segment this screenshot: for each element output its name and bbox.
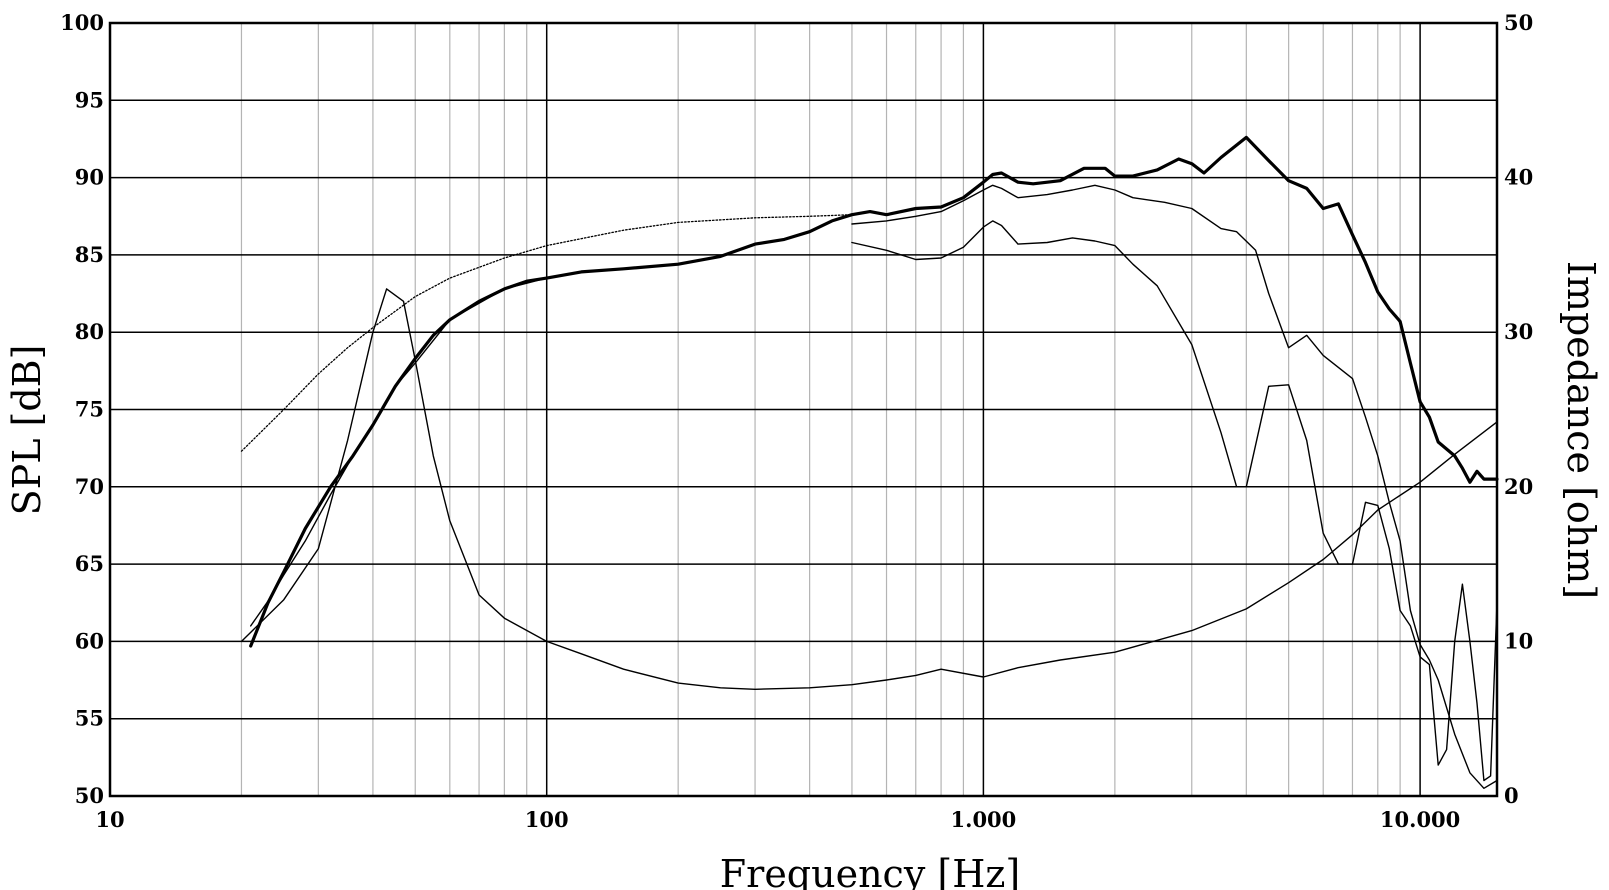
tick-labels: 10 100 1.000 10.000 50 55 60 65 70 75 80 85 90 95 100 0…: [60, 10, 1533, 832]
series-line-5: [240, 214, 853, 452]
y-tick-label: 55: [75, 706, 104, 731]
x-tick-label: 100: [525, 807, 569, 832]
y2-tick-label: 10: [1504, 628, 1533, 653]
y-tick-label: 75: [75, 397, 104, 422]
grid: [109, 22, 1497, 797]
y2-tick-label: 30: [1504, 319, 1533, 344]
y-tick-label: 70: [75, 474, 104, 499]
x-tick-label: 10.000: [1380, 807, 1460, 832]
x-tick-label: 1.000: [951, 807, 1017, 832]
y-tick-label: 60: [75, 628, 104, 653]
x-tick-label: 10: [95, 807, 124, 832]
y-tick-label: 80: [75, 319, 104, 344]
y-tick-label: 100: [60, 10, 104, 35]
y-tick-label: 50: [75, 783, 104, 808]
y-tick-label: 95: [75, 87, 104, 112]
y2-tick-label: 20: [1504, 474, 1533, 499]
series-line-4: [851, 220, 1498, 782]
series-group: [240, 135, 1499, 789]
series-line-6: [240, 288, 1498, 690]
plot-frame: [108, 21, 1499, 798]
x-axis-title: Frequency [Hz]: [720, 852, 1020, 890]
series-line-1: [249, 135, 1499, 648]
y2-tick-label: 40: [1504, 165, 1533, 190]
y-tick-label: 85: [75, 242, 104, 267]
y2-axis-title: Impedance [ohm]: [1559, 261, 1603, 599]
y-axis-title: SPL [dB]: [5, 345, 49, 516]
y2-tick-label: 0: [1504, 783, 1519, 808]
y-tick-label: 65: [75, 551, 104, 576]
y2-tick-label: 50: [1504, 10, 1533, 35]
y-tick-label: 90: [75, 165, 104, 190]
series-line-2: [250, 277, 548, 627]
series-line-3: [851, 184, 1498, 789]
